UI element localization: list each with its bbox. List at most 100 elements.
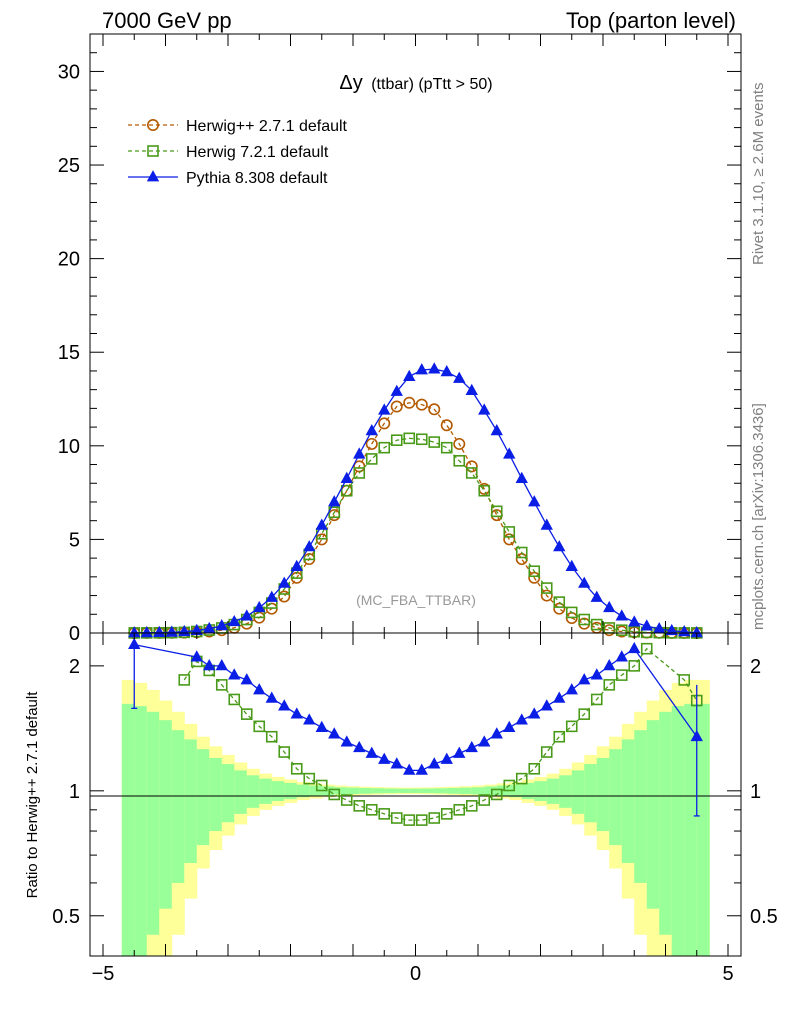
- main-y-tick-label: 10: [58, 436, 80, 458]
- data-point: [340, 471, 353, 483]
- ratio-data-point: [278, 746, 291, 758]
- ratio-data-point: [365, 746, 378, 758]
- data-point: [453, 371, 466, 383]
- ratio-data-point: [440, 808, 453, 820]
- ratio-band-inner: [409, 788, 423, 793]
- ratio-band-inner: [209, 757, 223, 832]
- plot-title: Δy (ttbar) (pTtt > 50): [339, 72, 492, 94]
- ratio-data-point: [515, 713, 528, 725]
- ratio-data-point: [415, 763, 428, 775]
- ratio-band-inner: [509, 784, 523, 798]
- legend-item: Pythia 8.308 default: [128, 170, 328, 187]
- data-point: [303, 540, 316, 552]
- ratio-y-tick-label: 0.5: [52, 906, 80, 928]
- ratio-band-inner: [271, 781, 285, 802]
- ratio-data-point: [315, 779, 328, 792]
- data-point: [540, 518, 553, 530]
- data-point: [165, 625, 178, 637]
- ratio-y-tick-label: 1: [69, 781, 80, 803]
- data-point: [315, 518, 328, 530]
- ratio-band-inner: [334, 787, 348, 795]
- ratio-series-pythia-8-308-default: [128, 633, 703, 817]
- data-point: [628, 615, 641, 627]
- plot-title-sub: (ttbar) (pTtt > 50): [371, 76, 492, 93]
- data-point: [403, 396, 416, 409]
- ratio-band-inner: [621, 739, 635, 864]
- data-point: [578, 613, 591, 626]
- data-point: [453, 437, 466, 450]
- data-point: [378, 417, 391, 430]
- main-y-tick-label: 30: [58, 61, 80, 83]
- plot-title-main: Δy: [339, 72, 362, 94]
- ratio-band-inner: [609, 749, 623, 846]
- data-point: [340, 484, 353, 497]
- legend-item: Herwig++ 2.7.1 default: [128, 118, 348, 135]
- ratio-band-inner: [684, 703, 698, 956]
- ratio-band-inner: [384, 788, 398, 794]
- data-point: [390, 384, 403, 396]
- data-point: [265, 590, 278, 602]
- data-point: [540, 589, 553, 602]
- ratio-data-point: [565, 720, 578, 733]
- ratio-series-line: [183, 647, 698, 821]
- data-point: [365, 424, 378, 436]
- ratio-band-inner: [196, 749, 210, 846]
- ratio-data-point: [353, 740, 366, 753]
- ratio-band-inner: [434, 788, 448, 794]
- ratio-data-point: [465, 740, 478, 753]
- data-point: [153, 625, 166, 638]
- ratio-data-point: [690, 729, 703, 742]
- ratio-data-point: [428, 812, 441, 824]
- ratio-band-inner: [121, 703, 135, 956]
- data-point: [665, 623, 678, 636]
- ratio-data-point: [315, 720, 328, 733]
- data-point: [415, 398, 428, 411]
- data-point: [490, 424, 503, 436]
- legend-marker: [147, 119, 160, 132]
- ratio-data-point: [128, 637, 141, 650]
- legend-label: Pythia 8.308 default: [186, 170, 328, 187]
- data-point: [465, 383, 478, 395]
- ratio-data-point: [578, 708, 591, 720]
- ratio-data-point: [303, 713, 316, 725]
- data-point: [528, 565, 541, 578]
- ratio-band-inner: [546, 778, 560, 804]
- watermark: (MC_FBA_TTBAR): [356, 592, 476, 608]
- ratio-band-inner: [259, 778, 273, 804]
- ratio-band-inner: [171, 730, 185, 883]
- main-series: [128, 362, 703, 639]
- main-y-tick-label: 25: [58, 155, 80, 177]
- ratio-band-inner: [521, 782, 535, 800]
- ratio-data-point: [565, 683, 578, 695]
- data-point: [253, 600, 266, 613]
- data-point: [603, 600, 616, 613]
- ratio-data-point: [490, 788, 503, 801]
- ratio-band-inner: [696, 703, 710, 956]
- ratio-band-inner: [396, 788, 410, 793]
- ratio-band-inner: [159, 720, 173, 909]
- ratio-data-point: [228, 668, 241, 680]
- ratio-data-point: [628, 660, 641, 672]
- ratio-axis-ticks: −5 0 5 0.5 0.5 1 1 2 2: [52, 633, 778, 985]
- ratio-data-point: [490, 727, 503, 739]
- data-point: [240, 609, 253, 621]
- data-point: [428, 362, 441, 374]
- ratio-data-point: [328, 788, 341, 801]
- data-point: [440, 365, 453, 377]
- data-point: [528, 495, 541, 507]
- ratio-data-point: [178, 674, 191, 686]
- ratio-band-inner: [184, 739, 198, 864]
- mcplots-label: mcplots.cern.ch [arXiv:1306.3436]: [750, 403, 767, 630]
- ratio-data-point: [240, 708, 253, 720]
- data-point: [390, 400, 403, 413]
- ratio-band-inner: [496, 785, 510, 797]
- data-point: [440, 419, 453, 432]
- ratio-data-point: [190, 650, 203, 662]
- ratio-band-inner: [346, 787, 360, 795]
- data-point: [515, 546, 528, 559]
- ratio-data-point: [528, 762, 541, 775]
- ratio-band-inner: [671, 706, 685, 956]
- data-point: [478, 484, 491, 497]
- series-line: [134, 368, 697, 634]
- data-point: [515, 471, 528, 483]
